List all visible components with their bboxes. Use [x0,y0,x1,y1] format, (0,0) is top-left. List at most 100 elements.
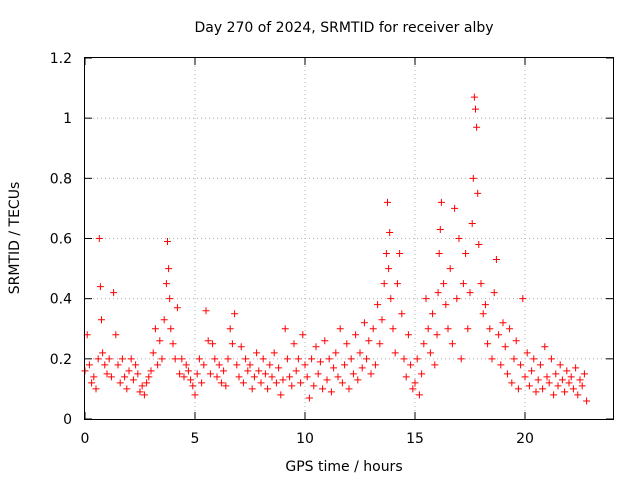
chart-title: Day 270 of 2024, SRMTID for receiver alb… [194,20,493,36]
data-point [132,361,140,369]
data-point [191,391,199,399]
data-point [116,379,124,387]
data-point [508,379,516,387]
data-point [200,361,208,369]
data-point [552,370,560,378]
data-point [166,295,174,303]
y-tick-label: 0.4 [50,292,72,308]
y-axis-label: SRMTID / TECUs [7,182,23,295]
data-point [246,361,254,369]
data-point [565,379,573,387]
data-point [92,385,100,393]
data-point [138,382,146,390]
data-point [446,265,454,273]
data-point [473,123,481,131]
data-point [242,355,250,363]
data-point [310,382,318,390]
data-point [558,376,566,384]
data-point [178,355,186,363]
y-tick-label: 0.2 [50,352,72,368]
data-point [158,355,166,363]
data-point [536,361,544,369]
data-point [389,325,397,333]
data-point [418,370,426,378]
data-point [413,355,421,363]
data-point [222,382,230,390]
data-point [140,391,148,399]
data-point [176,370,184,378]
data-point [180,373,188,381]
data-point [301,361,309,369]
data-point [440,280,448,288]
data-point [583,397,591,405]
data-point [98,316,105,324]
data-point [384,198,391,206]
data-point [288,382,296,390]
data-point [547,355,555,363]
data-point [543,373,551,381]
data-point [455,235,463,242]
y-tick-label: 1.2 [50,51,72,67]
data-point [233,361,241,369]
data-point [264,385,272,393]
data-point [147,367,155,375]
data-point [94,355,102,363]
data-point [541,343,549,351]
data-point [112,331,120,339]
data-point [129,376,137,384]
data-point [409,385,417,393]
data-point [202,307,210,315]
x-tick-label: 10 [296,431,314,447]
data-point [484,340,492,348]
data-point [151,325,159,333]
data-point [123,385,131,393]
data-point [160,316,168,324]
data-point [195,355,203,363]
data-point [314,370,322,378]
data-point [572,364,580,372]
data-point [407,361,415,369]
data-point [470,93,478,101]
data-point [490,289,498,297]
data-point [444,325,452,333]
data-point [530,355,538,363]
data-point [156,337,164,345]
data-point [479,310,487,318]
data-point [165,265,173,273]
data-point [198,379,206,387]
data-point [402,373,410,381]
data-point [184,367,192,375]
data-point [431,361,439,369]
data-point [481,301,489,309]
data-point [237,343,245,351]
data-point [224,355,232,363]
data-point [226,325,234,333]
data-point [492,256,500,264]
data-point [376,340,384,348]
data-point [497,361,505,369]
data-point [514,385,522,393]
data-point [255,367,263,375]
data-point [294,355,302,363]
data-point [323,376,331,384]
data-point [528,367,536,375]
data-point [378,316,386,324]
data-point [167,325,175,333]
data-point [270,349,278,357]
data-point [171,355,179,363]
data-point [101,361,109,369]
data-point [429,310,437,318]
data-point [134,370,142,378]
data-point [525,382,533,390]
data-point [404,331,412,339]
data-point [283,355,291,363]
data-points [81,93,591,405]
data-point [316,358,324,366]
data-point [442,301,450,309]
y-tick-label: 0 [63,412,72,428]
data-point [169,340,177,348]
data-point [325,355,333,363]
data-point [567,373,575,381]
